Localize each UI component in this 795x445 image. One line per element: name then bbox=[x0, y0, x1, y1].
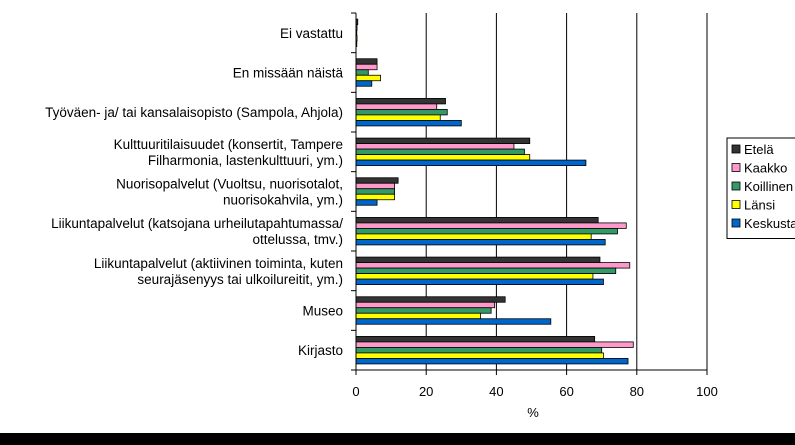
bar-kaakko bbox=[355, 341, 634, 348]
x-tick-labels: 0 20 40 60 80 100 bbox=[352, 384, 717, 399]
bar-länsi bbox=[355, 154, 531, 161]
bar-länsi bbox=[355, 273, 594, 280]
bar-koillinen bbox=[355, 307, 492, 314]
bar-etelä bbox=[355, 256, 601, 263]
legend-label: Koillinen bbox=[744, 179, 793, 194]
legend-swatch bbox=[731, 181, 741, 191]
x-tick-label: 20 bbox=[419, 384, 433, 399]
bar-keskusta bbox=[355, 159, 587, 166]
bar-länsi bbox=[355, 74, 381, 82]
bar-koillinen bbox=[355, 347, 603, 354]
bar-keskusta bbox=[355, 80, 373, 87]
bar-kaakko bbox=[355, 143, 515, 150]
bar-keskusta bbox=[355, 120, 462, 127]
bar-koillinen bbox=[355, 267, 617, 274]
x-tick-label: 0 bbox=[352, 384, 359, 399]
x-tick-label: 100 bbox=[696, 384, 718, 399]
bar-länsi bbox=[355, 352, 604, 359]
x-axis-title: % bbox=[527, 405, 539, 420]
category-label: Kirjasto bbox=[298, 343, 343, 358]
category-label: Kulttuuritilaisuudet (konsertit, Tampere… bbox=[114, 137, 343, 168]
bar-keskusta bbox=[355, 278, 604, 285]
legend-label: Kaakko bbox=[744, 161, 787, 176]
category-label: Liikuntapalvelut (katsojana urheilutapah… bbox=[51, 216, 343, 247]
bar-keskusta bbox=[355, 358, 629, 365]
legend-label: Länsi bbox=[744, 198, 775, 213]
bar-kaakko bbox=[355, 301, 496, 309]
legend-label: Etelä bbox=[744, 142, 774, 157]
x-tick-label: 40 bbox=[489, 384, 503, 399]
bar-etelä bbox=[355, 98, 446, 105]
bar-koillinen bbox=[355, 69, 369, 76]
legend: Etelä Kaakko Koillinen Länsi Keskusta bbox=[726, 137, 795, 239]
category-labels: Ei vastattu En missään näistä Työväen- ja/… bbox=[45, 26, 343, 358]
bar-etelä bbox=[355, 217, 599, 224]
category-label: Ei vastattu bbox=[280, 26, 343, 41]
legend-swatch bbox=[731, 200, 741, 209]
bar-länsi bbox=[355, 312, 482, 320]
bar-länsi bbox=[355, 193, 396, 201]
bar-länsi bbox=[355, 114, 441, 121]
category-label: Työväen- ja/ tai kansalaisopisto (Sampol… bbox=[45, 105, 343, 120]
axes bbox=[351, 12, 707, 371]
bar-keskusta bbox=[355, 318, 552, 325]
x-tick-label: 60 bbox=[559, 384, 573, 399]
legend-swatch bbox=[731, 144, 741, 154]
bar-koillinen bbox=[355, 109, 448, 116]
legend-swatch bbox=[731, 163, 741, 172]
bar-koillinen bbox=[355, 188, 396, 195]
bar-etelä bbox=[355, 58, 378, 65]
bar-länsi bbox=[355, 233, 592, 240]
legend-label: Keskusta bbox=[744, 216, 795, 231]
bar-keskusta bbox=[355, 199, 378, 206]
bar-kaakko bbox=[355, 103, 438, 110]
x-tick-label: 80 bbox=[630, 384, 644, 399]
bar-kaakko bbox=[355, 63, 378, 71]
category-label: Nuorisopalvelut (Vuoltsu, nuorisotalot, n… bbox=[116, 177, 343, 208]
bar-kaakko bbox=[355, 262, 631, 269]
bar-kaakko bbox=[355, 182, 396, 190]
bars bbox=[355, 18, 634, 365]
bar-kaakko bbox=[355, 222, 627, 229]
bar-keskusta bbox=[355, 239, 606, 246]
bar-etelä bbox=[355, 296, 506, 303]
bar-koillinen bbox=[355, 228, 618, 235]
bar-koillinen bbox=[355, 148, 525, 155]
category-label: Liikuntapalvelut (aktiivinen toiminta, k… bbox=[94, 256, 343, 287]
gridlines bbox=[355, 13, 708, 375]
bar-etelä bbox=[355, 137, 531, 144]
category-label: Museo bbox=[302, 304, 343, 319]
bar-etelä bbox=[355, 177, 399, 184]
bar-etelä bbox=[355, 336, 596, 343]
category-label: En missään näistä bbox=[233, 66, 344, 81]
legend-swatch bbox=[731, 218, 741, 228]
